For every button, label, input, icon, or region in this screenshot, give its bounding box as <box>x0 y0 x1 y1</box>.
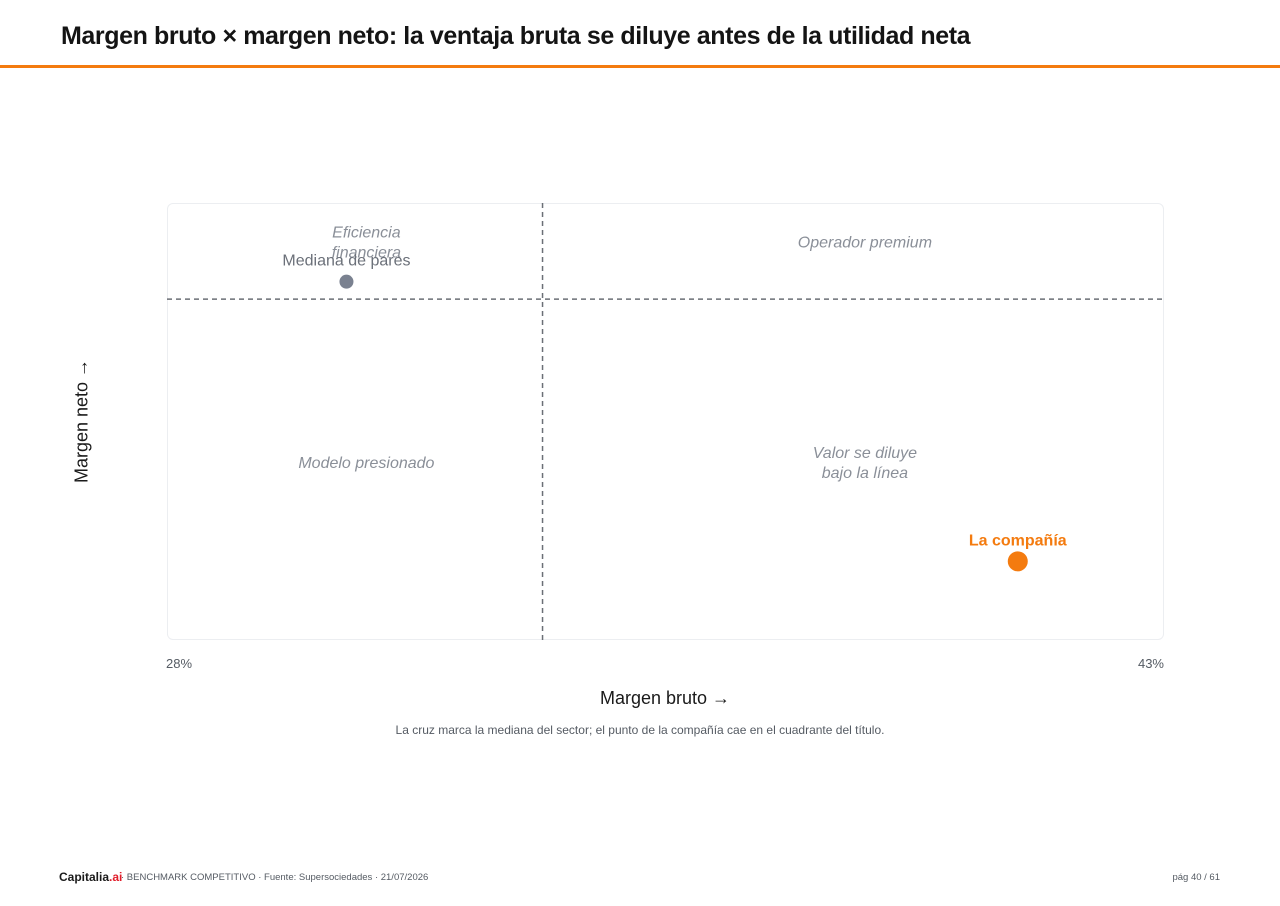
y-axis-label: Margen neto → <box>71 358 92 484</box>
quadrant-label-top-left: Eficiencia financiera <box>332 224 401 261</box>
page-header: Margen bruto × margen neto: la ventaja b… <box>0 0 1280 68</box>
quadrant-label-bottom-right: Valor se diluye bajo la línea <box>813 445 917 482</box>
quadrant-label-bottom-left: Modelo presionado <box>298 455 434 472</box>
chart-caption: La cruz marca la mediana del sector; el … <box>395 723 885 737</box>
quadrant-label-line: Eficiencia <box>332 224 401 241</box>
quadrant-label-line: Operador premium <box>798 234 932 251</box>
x-tick-min: 28% <box>166 656 193 671</box>
page-number: pág 40 / 61 <box>1172 872 1220 883</box>
brand-logo: Capitalia.ai <box>59 870 122 884</box>
x-tick-max: 43% <box>1137 656 1164 671</box>
footer: Capitalia.ai · BENCHMARK COMPETITIVO · F… <box>0 866 1280 890</box>
quadrant-label-line: Valor se diluye <box>813 445 917 462</box>
footer-meta: · BENCHMARK COMPETITIVO · Fuente: Supers… <box>121 872 429 883</box>
point-peer-median <box>339 274 354 289</box>
quadrant-label-top-right: Operador premium <box>798 234 932 251</box>
brand-suffix: .ai <box>109 870 123 884</box>
point-company <box>1007 551 1028 572</box>
quadrant-label-line: financiera <box>332 244 401 261</box>
quadrant-label-line: Modelo presionado <box>298 455 434 472</box>
brand-name: Capitalia <box>59 870 110 884</box>
title-rule <box>0 65 1280 68</box>
point-label-company: La compañía <box>969 532 1067 549</box>
quadrant-label-line: bajo la línea <box>822 465 908 482</box>
plot-area <box>167 203 1164 640</box>
page-title: Margen bruto × margen neto: la ventaja b… <box>61 22 971 50</box>
x-axis-label: Margen bruto → <box>599 688 731 708</box>
point-label-peer-median: Mediana de pares <box>282 253 410 270</box>
